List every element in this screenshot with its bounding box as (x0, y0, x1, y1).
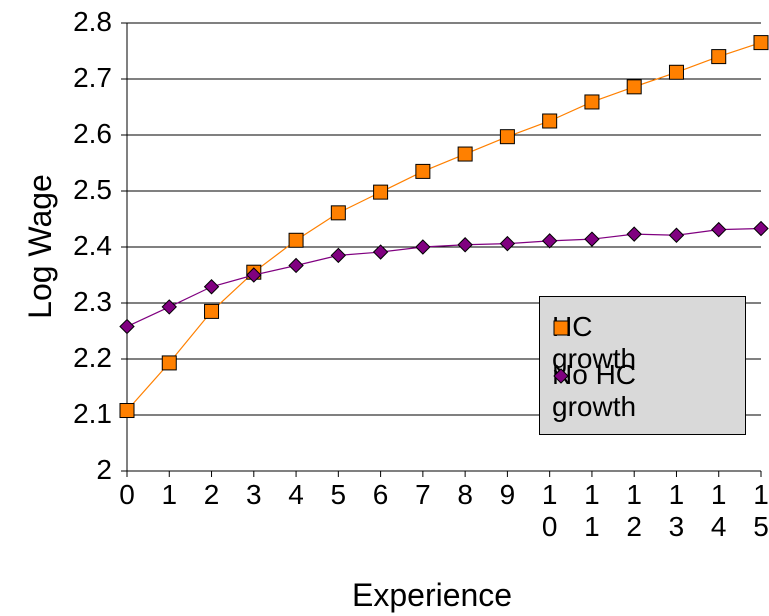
y-tick-label: 2 (96, 454, 112, 485)
marker (541, 233, 558, 249)
marker (372, 244, 389, 260)
x-tick-label: 10 (541, 479, 558, 542)
x-tick-label: 12 (626, 479, 642, 542)
x-tick-label: 15 (753, 479, 769, 542)
series-line (126, 227, 762, 328)
x-tick-label: 3 (246, 479, 262, 510)
marker (288, 257, 304, 274)
x-tick-label: 5 (330, 479, 347, 510)
marker (119, 318, 135, 335)
x-tick-label: 0 (119, 479, 135, 510)
marker (203, 279, 220, 295)
legend-marker (553, 368, 569, 384)
marker (499, 129, 515, 145)
marker (499, 235, 516, 252)
marker (373, 184, 389, 200)
x-tick-label: 7 (415, 479, 431, 510)
x-tick-label: 14 (710, 479, 727, 542)
y-tick-label: 2.3 (73, 286, 112, 317)
marker (415, 163, 431, 179)
marker (584, 231, 600, 247)
marker (553, 320, 569, 336)
marker (753, 35, 769, 51)
marker (457, 146, 473, 162)
y-tick-label: 2.4 (73, 230, 112, 261)
marker (711, 221, 727, 238)
marker (553, 368, 569, 384)
marker (668, 64, 684, 80)
legend: HC growth No HC growth (539, 296, 746, 435)
x-tick-label: 1 (161, 479, 178, 510)
marker (330, 247, 347, 264)
y-tick-label: 2.2 (73, 342, 112, 373)
x-tick-label: 11 (584, 479, 600, 542)
marker (330, 205, 346, 221)
x-tick-label: 6 (372, 479, 389, 510)
marker (668, 227, 685, 243)
marker (626, 226, 642, 242)
marker (542, 113, 558, 129)
x-tick-label: 4 (288, 479, 304, 510)
x-tick-label: 8 (457, 479, 473, 510)
legend-entry: No HC growth (552, 359, 682, 423)
marker (204, 303, 220, 319)
x-tick-label: 13 (668, 479, 685, 542)
x-tick-label: 9 (499, 479, 516, 510)
marker (415, 239, 431, 255)
legend-label: No HC growth (552, 359, 637, 422)
y-tick-label: 2.7 (73, 62, 112, 93)
marker (626, 79, 642, 95)
marker (457, 237, 473, 253)
y-tick-label: 2.6 (73, 118, 112, 149)
y-tick-label: 2.8 (73, 6, 112, 37)
legend-marker (553, 320, 569, 336)
marker (161, 299, 177, 315)
legend-entry: HC growth (552, 311, 682, 375)
y-tick-label: 2.5 (73, 174, 112, 205)
y-axis-title: Log Wage (21, 174, 58, 319)
x-axis-title: Experience (352, 577, 513, 613)
marker (288, 232, 304, 248)
marker (584, 94, 600, 110)
marker (246, 267, 262, 283)
x-tick-label: 2 (203, 479, 220, 510)
marker (161, 355, 177, 371)
y-tick-label: 2.1 (73, 398, 112, 429)
series-line (126, 42, 762, 411)
marker (711, 49, 727, 65)
marker (753, 220, 769, 237)
marker (119, 403, 135, 419)
